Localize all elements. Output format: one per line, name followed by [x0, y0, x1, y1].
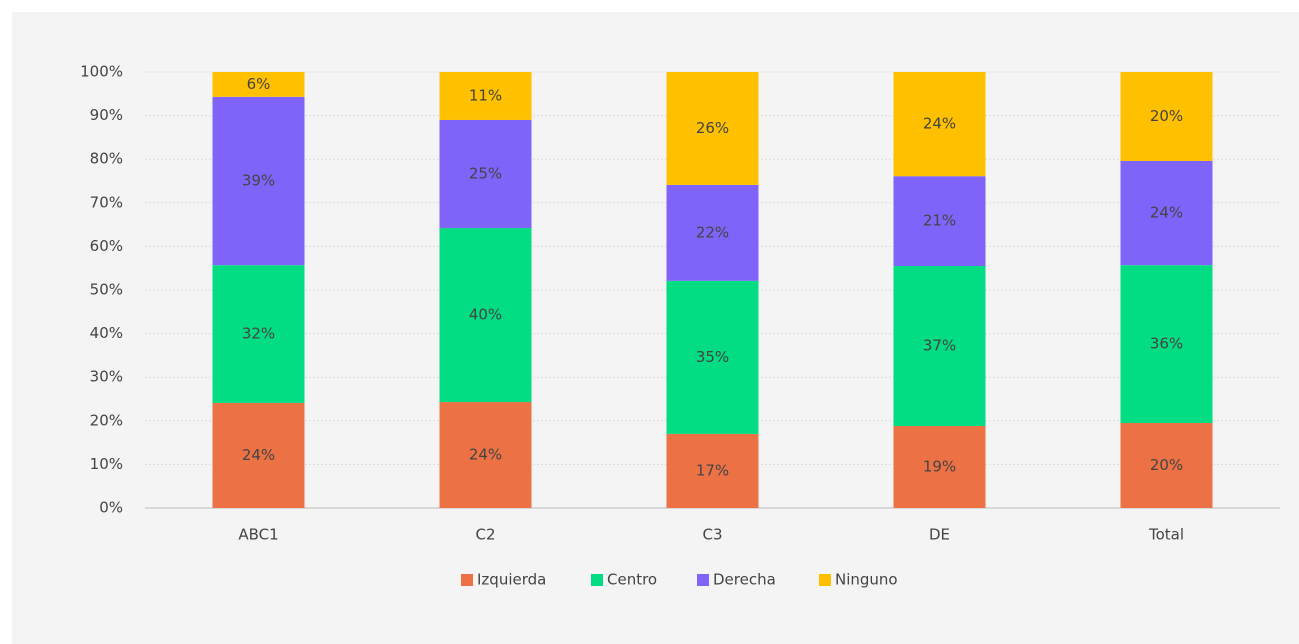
- data-label: 6%: [247, 75, 271, 93]
- y-tick-label: 10%: [90, 455, 123, 473]
- data-label: 21%: [923, 212, 956, 230]
- data-label: 24%: [242, 446, 275, 464]
- data-label: 35%: [696, 348, 729, 366]
- bar-segment: [439, 402, 532, 508]
- legend-swatch: [697, 574, 709, 586]
- data-label: 17%: [696, 461, 729, 479]
- legend-label: Izquierda: [477, 571, 546, 589]
- data-label: 36%: [1150, 335, 1183, 353]
- data-label: 32%: [242, 325, 275, 343]
- data-label: 20%: [1150, 107, 1183, 125]
- x-tick-label: C3: [702, 526, 722, 544]
- y-tick-label: 100%: [80, 63, 123, 81]
- card: [12, 12, 1299, 644]
- bar-segment: [439, 228, 532, 403]
- data-label: 24%: [1150, 204, 1183, 222]
- bar-segment: [212, 96, 305, 266]
- y-tick-label: 50%: [90, 281, 123, 299]
- bar-segment: [1120, 265, 1213, 423]
- y-tick-label: 80%: [90, 150, 123, 168]
- legend-label: Derecha: [713, 571, 776, 589]
- data-label: 37%: [923, 337, 956, 355]
- bar-segment: [666, 280, 759, 434]
- y-tick-label: 70%: [90, 193, 123, 211]
- data-label: 25%: [469, 165, 502, 183]
- bar-segment: [212, 72, 305, 97]
- y-tick-label: 40%: [90, 324, 123, 342]
- bar-segment: [893, 426, 986, 508]
- data-label: 24%: [469, 446, 502, 464]
- y-tick-label: 90%: [90, 106, 123, 124]
- bar-segment: [1120, 422, 1213, 508]
- bar-segment: [439, 119, 532, 229]
- data-label: 11%: [469, 86, 502, 104]
- bar-segment: [893, 266, 986, 427]
- bar-segment: [666, 184, 759, 281]
- bar-segment: [666, 433, 759, 508]
- bar-segment: [1120, 160, 1213, 266]
- legend-swatch: [819, 574, 831, 586]
- data-label: 26%: [696, 119, 729, 137]
- y-tick-label: 30%: [90, 368, 123, 386]
- data-label: 39%: [242, 172, 275, 190]
- data-label: 40%: [469, 306, 502, 324]
- y-tick-label: 0%: [99, 499, 123, 517]
- bar-segment: [893, 176, 986, 267]
- data-label: 24%: [923, 115, 956, 133]
- bar-segment: [212, 265, 305, 403]
- legend-swatch: [591, 574, 603, 586]
- bar-segment: [439, 72, 532, 120]
- legend-label: Centro: [607, 571, 657, 589]
- bar-segment: [893, 72, 986, 177]
- data-label: 22%: [696, 223, 729, 241]
- bar-segment: [1120, 72, 1213, 161]
- y-tick-label: 60%: [90, 237, 123, 255]
- x-tick-label: DE: [929, 526, 950, 544]
- data-label: 19%: [923, 458, 956, 476]
- legend-swatch: [461, 574, 473, 586]
- x-tick-label: ABC1: [238, 526, 278, 544]
- x-tick-label: Total: [1148, 526, 1184, 544]
- y-tick-label: 20%: [90, 411, 123, 429]
- x-tick-label: C2: [475, 526, 495, 544]
- bar-segment: [666, 72, 759, 185]
- bar-segment: [212, 402, 305, 508]
- legend-label: Ninguno: [835, 571, 898, 589]
- data-label: 20%: [1150, 456, 1183, 474]
